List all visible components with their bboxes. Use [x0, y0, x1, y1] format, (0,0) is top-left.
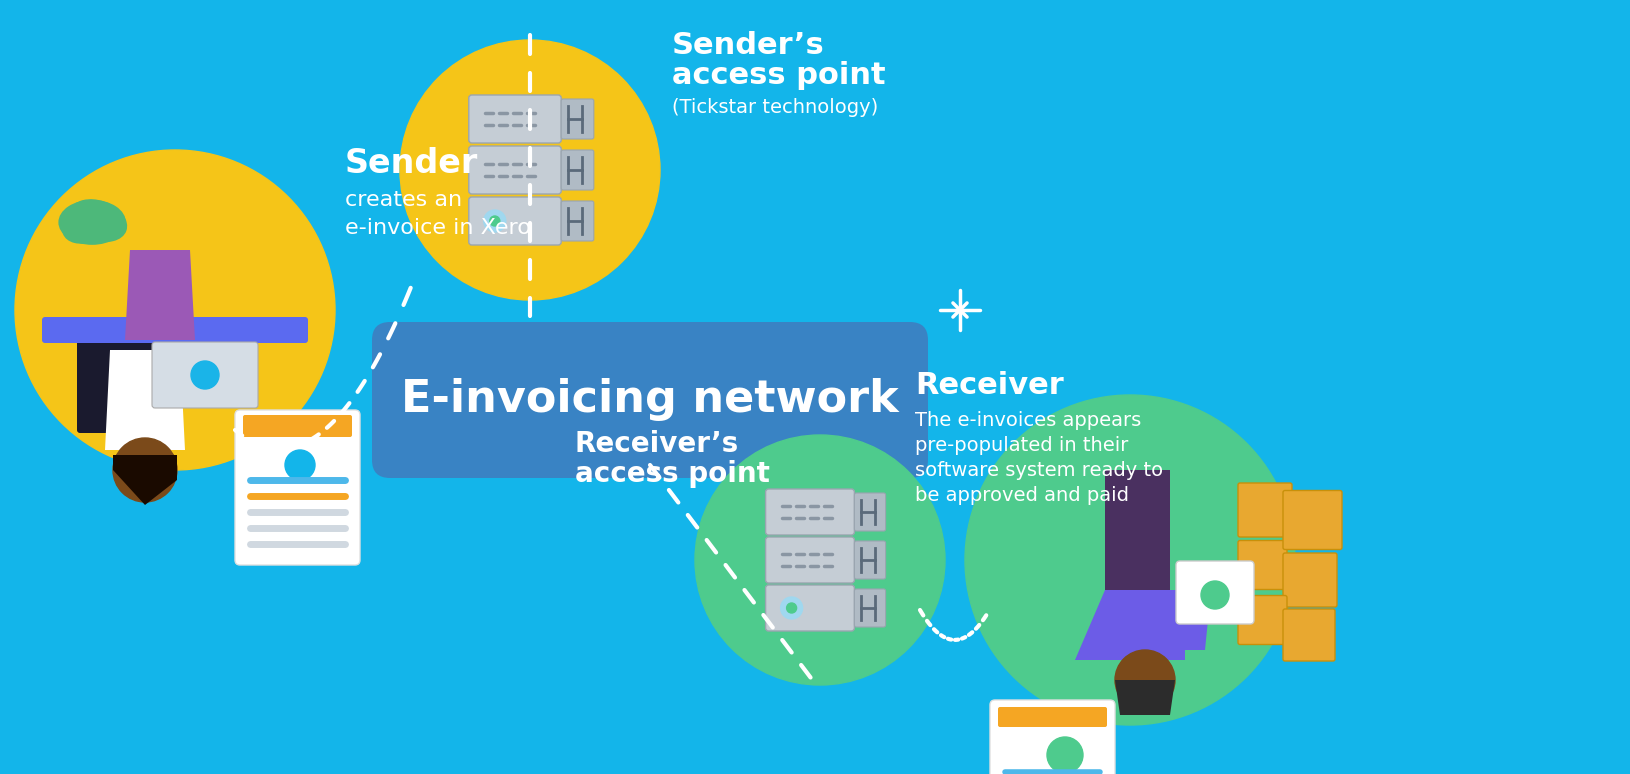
FancyBboxPatch shape: [235, 410, 360, 565]
Text: access point: access point: [672, 61, 885, 90]
Circle shape: [15, 150, 334, 470]
FancyBboxPatch shape: [468, 197, 561, 245]
Circle shape: [786, 603, 795, 613]
Text: (Tickstar technology): (Tickstar technology): [672, 98, 877, 117]
FancyBboxPatch shape: [1175, 561, 1253, 624]
FancyBboxPatch shape: [243, 415, 352, 437]
FancyBboxPatch shape: [854, 493, 885, 531]
Ellipse shape: [62, 206, 112, 244]
Polygon shape: [1169, 600, 1209, 650]
Circle shape: [191, 361, 218, 389]
FancyBboxPatch shape: [1237, 595, 1286, 645]
Polygon shape: [1074, 590, 1185, 660]
FancyBboxPatch shape: [1237, 540, 1286, 590]
Text: pre-populated in their: pre-populated in their: [914, 436, 1128, 455]
Circle shape: [1115, 650, 1174, 710]
Polygon shape: [126, 250, 196, 340]
Ellipse shape: [59, 200, 126, 245]
FancyBboxPatch shape: [468, 95, 561, 143]
FancyBboxPatch shape: [1283, 553, 1337, 607]
Circle shape: [965, 395, 1294, 725]
FancyBboxPatch shape: [998, 707, 1107, 727]
Text: access point: access point: [575, 460, 769, 488]
Polygon shape: [112, 455, 178, 505]
Circle shape: [285, 450, 315, 480]
FancyBboxPatch shape: [468, 146, 561, 194]
FancyBboxPatch shape: [42, 317, 308, 343]
Text: e-invoice in Xero: e-invoice in Xero: [346, 218, 530, 238]
FancyBboxPatch shape: [764, 585, 854, 631]
FancyBboxPatch shape: [854, 589, 885, 627]
Polygon shape: [1115, 680, 1174, 715]
FancyBboxPatch shape: [561, 201, 593, 241]
FancyBboxPatch shape: [152, 342, 258, 408]
FancyBboxPatch shape: [764, 489, 854, 535]
Circle shape: [399, 40, 660, 300]
Circle shape: [1200, 581, 1229, 609]
FancyBboxPatch shape: [1283, 491, 1341, 550]
FancyBboxPatch shape: [77, 337, 163, 433]
Polygon shape: [1104, 470, 1169, 590]
Text: be approved and paid: be approved and paid: [914, 486, 1128, 505]
FancyBboxPatch shape: [1283, 609, 1335, 661]
FancyBboxPatch shape: [854, 541, 885, 579]
Text: software system ready to: software system ready to: [914, 461, 1162, 480]
FancyBboxPatch shape: [561, 99, 593, 139]
Text: Receiver’s: Receiver’s: [575, 430, 738, 458]
Text: Sender: Sender: [346, 147, 478, 180]
Text: E-invoicing network: E-invoicing network: [401, 378, 898, 422]
Ellipse shape: [68, 199, 127, 242]
Circle shape: [694, 435, 944, 685]
Text: Receiver: Receiver: [914, 371, 1063, 400]
Text: The e-invoices appears: The e-invoices appears: [914, 411, 1141, 430]
FancyBboxPatch shape: [989, 700, 1115, 774]
Circle shape: [781, 597, 802, 619]
Text: Sender’s: Sender’s: [672, 31, 825, 60]
Polygon shape: [104, 350, 184, 450]
Circle shape: [1046, 737, 1082, 773]
Circle shape: [489, 216, 499, 226]
Circle shape: [112, 438, 178, 502]
FancyBboxPatch shape: [764, 537, 854, 583]
FancyBboxPatch shape: [372, 322, 927, 478]
Text: creates an: creates an: [346, 190, 461, 210]
FancyBboxPatch shape: [561, 150, 593, 190]
FancyBboxPatch shape: [1237, 483, 1291, 537]
Circle shape: [484, 210, 505, 232]
